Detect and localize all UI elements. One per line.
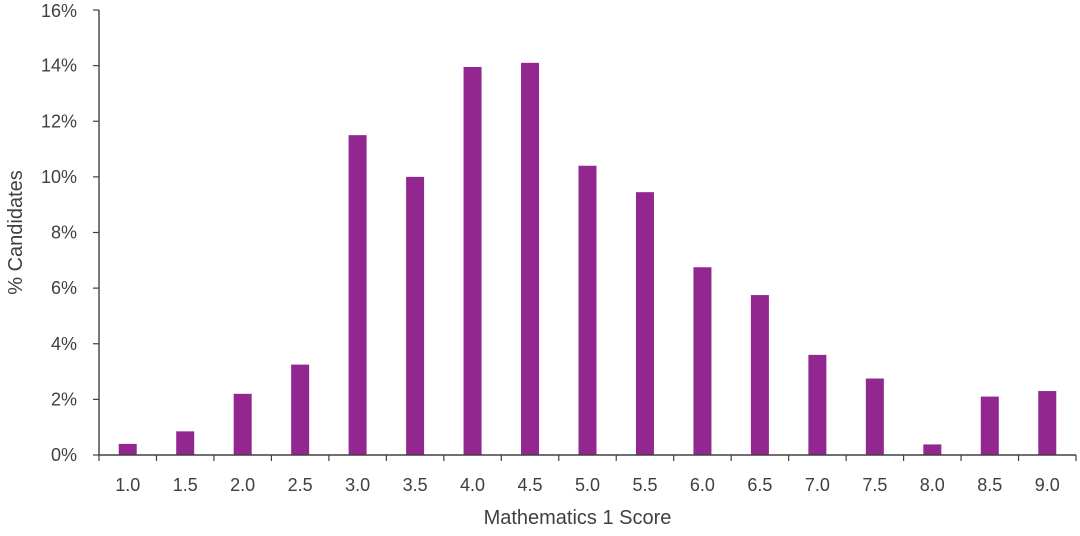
bar-4.5	[521, 62, 540, 455]
x-tick-label: 4.5	[518, 475, 543, 495]
bar-7.5	[865, 378, 884, 455]
bar-9.0	[1038, 391, 1057, 455]
x-tick-label: 7.0	[805, 475, 830, 495]
x-tick-label: 4.0	[460, 475, 485, 495]
y-tick-label: 0%	[51, 445, 77, 465]
x-tick-label: 1.0	[115, 475, 140, 495]
x-tick-label: 3.5	[403, 475, 428, 495]
y-tick-label: 12%	[41, 111, 77, 131]
x-tick-label: 2.0	[230, 475, 255, 495]
bar-7.0	[808, 354, 827, 455]
bar-3.0	[348, 135, 367, 455]
x-tick-label: 7.5	[862, 475, 887, 495]
x-tick-label: 9.0	[1035, 475, 1060, 495]
y-tick-label: 2%	[51, 389, 77, 409]
bar-3.5	[406, 176, 425, 455]
x-axis-title: Mathematics 1 Score	[484, 507, 672, 529]
y-tick-label: 8%	[51, 223, 77, 243]
bar-6.5	[750, 295, 769, 455]
x-axis-ticks: 1.0 1.5 2.0 2.5 3.0 3.5 4.0 4.5 5.0 5.5 6.0 6.5 7.0 7…	[98, 455, 1077, 495]
y-tick-label: 4%	[51, 334, 77, 354]
x-tick-label: 6.5	[747, 475, 772, 495]
y-tick-label: 6%	[51, 278, 77, 298]
y-tick-label: 16%	[41, 1, 77, 21]
bar-8.0	[923, 444, 942, 455]
bars-group	[118, 62, 1057, 455]
bar-5.5	[635, 192, 654, 455]
x-tick-label: 5.0	[575, 475, 600, 495]
bar-6.0	[693, 267, 712, 455]
y-axis-ticks: 0% 2% 4% 6% 8% 10% 12% 14% 16%	[41, 1, 99, 465]
bar-1.5	[176, 431, 195, 455]
x-tick-label: 2.5	[288, 475, 313, 495]
bar-8.5	[980, 396, 999, 455]
y-tick-label: 10%	[41, 167, 77, 187]
bar-2.5	[291, 364, 310, 455]
x-tick-label: 1.5	[173, 475, 198, 495]
bar-5.0	[578, 165, 597, 455]
bar-4.0	[463, 67, 482, 455]
x-tick-label: 3.0	[345, 475, 370, 495]
x-tick-label: 8.0	[920, 475, 945, 495]
x-tick-label: 6.0	[690, 475, 715, 495]
bar-2.0	[233, 393, 252, 455]
y-axis-title: % Candidates	[5, 170, 27, 295]
x-tick-label: 5.5	[632, 475, 657, 495]
y-tick-label: 14%	[41, 56, 77, 76]
x-tick-label: 8.5	[977, 475, 1002, 495]
bar-1.0	[118, 443, 137, 455]
